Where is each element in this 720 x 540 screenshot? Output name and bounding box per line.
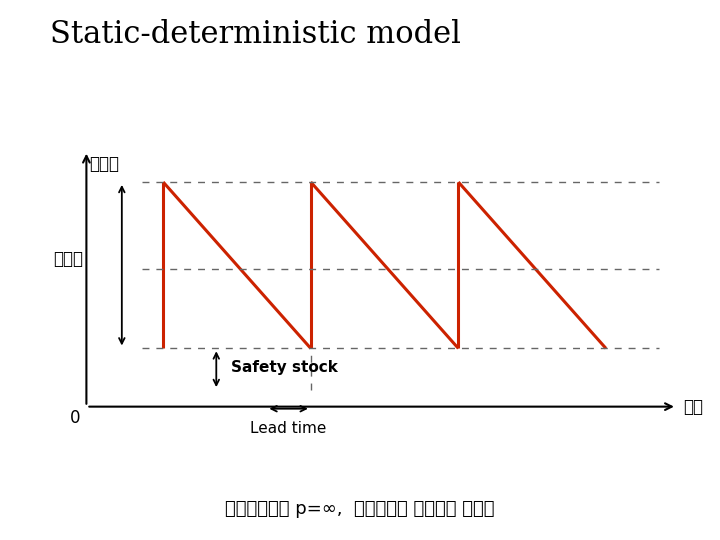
Text: 시간: 시간 (683, 397, 703, 416)
Text: Safety stock: Safety stock (231, 360, 338, 375)
Text: 재고량: 재고량 (89, 155, 120, 173)
Text: 재고획득속도 p=∞,  재고부족을 허용하지 않는다: 재고획득속도 p=∞, 재고부족을 허용하지 않는다 (225, 501, 495, 518)
Text: 주문량: 주문량 (53, 250, 84, 268)
Text: Lead time: Lead time (251, 421, 327, 436)
Text: Static-deterministic model: Static-deterministic model (50, 19, 462, 50)
Text: 0: 0 (70, 409, 81, 427)
